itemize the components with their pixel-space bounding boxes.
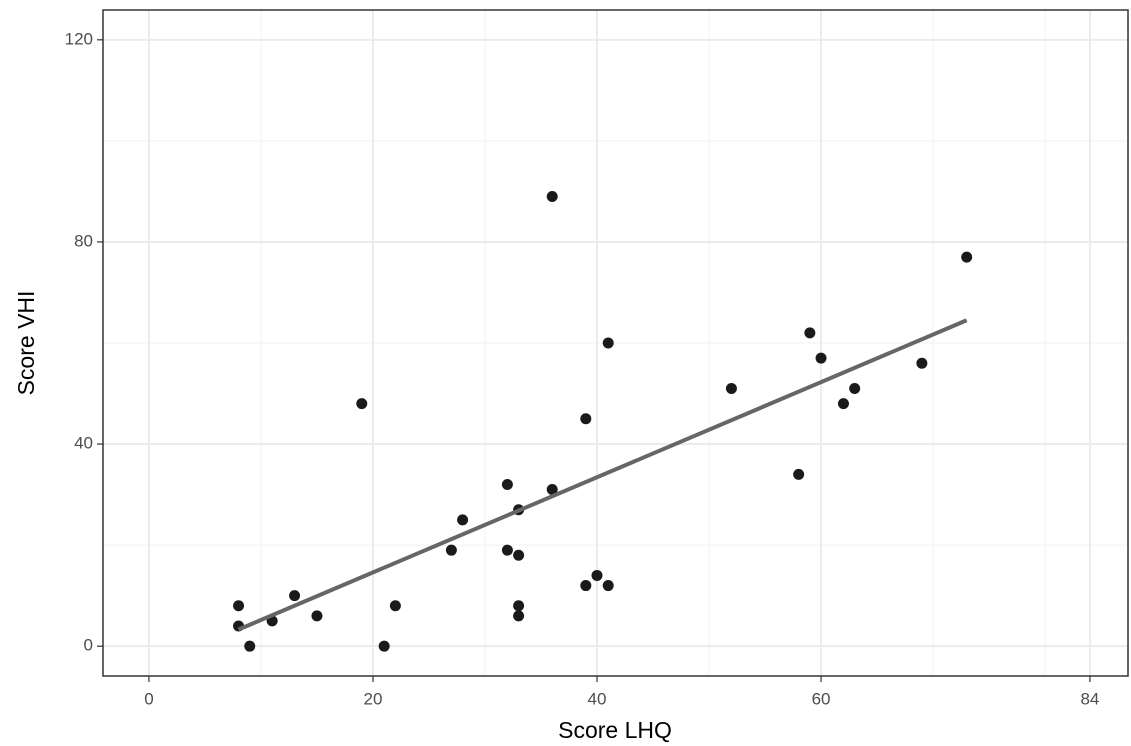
- point: [546, 190, 558, 202]
- point: [513, 610, 525, 622]
- point: [378, 640, 390, 652]
- marks: [233, 190, 973, 652]
- x-tick-label: 60: [812, 689, 831, 708]
- point: [233, 600, 245, 612]
- trend-line: [237, 318, 968, 632]
- axes: 0 20 40 60 84 0 40 80 120: [65, 29, 1100, 708]
- point: [849, 382, 861, 394]
- point: [837, 398, 849, 410]
- point: [513, 600, 525, 612]
- point: [289, 590, 301, 602]
- y-axis-title: Score VHI: [13, 291, 39, 396]
- point: [602, 337, 614, 349]
- x-tick-label: 40: [588, 689, 607, 708]
- y-tick-label: 0: [84, 636, 93, 655]
- x-axis-title: Score LHQ: [558, 717, 672, 743]
- y-tick-label: 120: [65, 29, 93, 48]
- point: [793, 468, 805, 480]
- point: [356, 398, 368, 410]
- point: [389, 600, 401, 612]
- x-tick-label: 0: [144, 689, 153, 708]
- x-tick-label: 84: [1080, 689, 1099, 708]
- point: [580, 580, 592, 592]
- point: [501, 478, 513, 490]
- point: [457, 514, 469, 526]
- point: [445, 544, 457, 556]
- point: [804, 327, 816, 339]
- point: [311, 610, 323, 622]
- point: [513, 549, 525, 561]
- panel-border: [102, 9, 1129, 677]
- point: [815, 352, 827, 364]
- point: [546, 484, 558, 496]
- point: [580, 413, 592, 425]
- point: [916, 357, 928, 369]
- point: [961, 251, 973, 263]
- y-tick-label: 80: [74, 231, 93, 250]
- point: [591, 569, 603, 581]
- y-tick-label: 40: [74, 434, 93, 453]
- x-tick-label: 20: [364, 689, 383, 708]
- point: [725, 382, 737, 394]
- point: [602, 580, 614, 592]
- grid: [103, 10, 1128, 676]
- point: [501, 544, 513, 556]
- point: [244, 640, 256, 652]
